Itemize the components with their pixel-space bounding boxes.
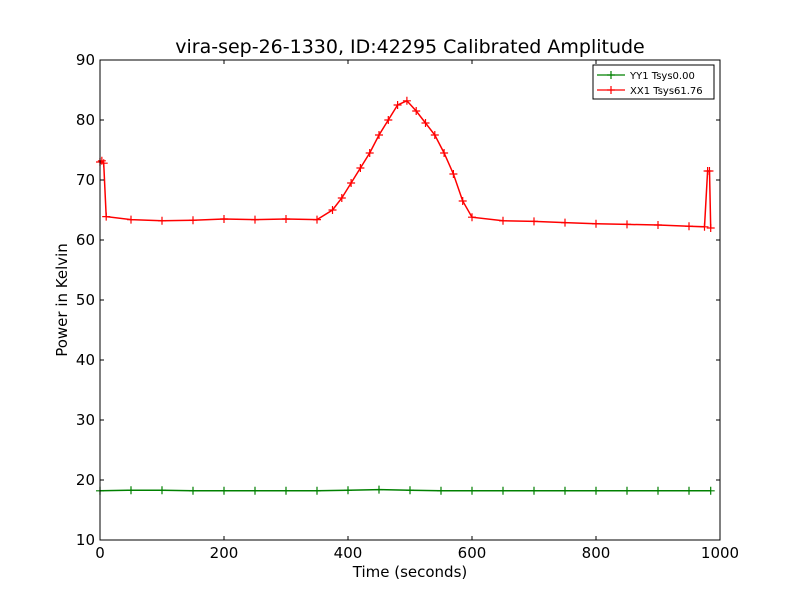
data-point — [458, 197, 467, 205]
data-point — [685, 222, 693, 231]
x-tick-label: 0 — [95, 544, 105, 562]
x-tick-label: 400 — [334, 544, 363, 562]
data-point — [402, 96, 411, 105]
y-tick-label: 50 — [76, 291, 95, 309]
data-point — [440, 149, 449, 157]
legend-entry: YY1 Tsys0.00 — [597, 71, 695, 82]
data-point — [365, 149, 374, 157]
data-point — [499, 486, 507, 495]
y-tick-label: 70 — [76, 171, 95, 189]
legend-marker — [607, 86, 615, 94]
data-point — [654, 486, 662, 495]
data-point — [499, 216, 507, 225]
data-point — [592, 486, 600, 495]
y-tick-label: 10 — [76, 531, 95, 549]
data-point — [313, 215, 321, 224]
data-point — [384, 116, 393, 124]
data-point — [313, 486, 321, 495]
y-tick-label: 40 — [76, 351, 95, 369]
data-point — [220, 486, 228, 495]
data-point — [706, 224, 715, 232]
data-point — [158, 216, 166, 225]
x-tick-label: 200 — [210, 544, 239, 562]
y-tick-label: 30 — [76, 411, 95, 429]
data-point — [437, 486, 445, 495]
y-tick-label: 80 — [76, 111, 95, 129]
data-point — [561, 486, 569, 495]
data-point — [189, 486, 197, 495]
data-point — [654, 221, 662, 229]
data-point — [700, 222, 709, 231]
data-point — [99, 159, 108, 168]
y-axis-label: Power in Kelvin — [53, 243, 71, 357]
y-tick-label: 20 — [76, 471, 95, 489]
series-layer — [96, 96, 715, 495]
data-point — [375, 485, 383, 494]
data-point — [127, 215, 135, 224]
data-point — [706, 486, 715, 495]
series-line — [99, 99, 712, 229]
data-point — [251, 486, 259, 495]
x-tick-label: 800 — [582, 544, 611, 562]
data-point — [189, 216, 197, 225]
data-point — [561, 218, 569, 227]
data-point — [282, 215, 290, 223]
data-point — [449, 170, 458, 178]
data-point — [158, 486, 166, 495]
data-point — [530, 486, 538, 495]
series-1 — [96, 96, 715, 232]
x-axis-label: Time (seconds) — [352, 563, 468, 581]
data-point — [220, 215, 228, 223]
data-point — [393, 101, 402, 109]
data-point — [337, 194, 346, 202]
data-point — [375, 131, 383, 139]
data-point — [421, 119, 430, 127]
data-point — [282, 486, 290, 495]
data-point — [328, 206, 337, 214]
data-point — [127, 486, 135, 495]
x-tick-label: 1000 — [701, 544, 739, 562]
data-point — [102, 212, 111, 221]
data-point — [530, 217, 538, 226]
data-point — [344, 486, 352, 495]
data-point — [406, 486, 414, 495]
legend-label: XX1 Tsys61.76 — [630, 86, 703, 97]
data-point — [592, 219, 600, 228]
data-point — [356, 164, 365, 172]
data-point — [251, 215, 259, 224]
legend: YY1 Tsys0.00 XX1 Tsys61.76 — [592, 64, 715, 100]
chart-title: vira-sep-26-1330, ID:42295 Calibrated Am… — [175, 36, 645, 58]
data-point — [705, 167, 714, 175]
legend-label: YY1 Tsys0.00 — [629, 71, 695, 82]
data-point — [430, 131, 439, 139]
x-tick-label: 600 — [458, 544, 487, 562]
y-tick-label: 60 — [76, 231, 95, 249]
legend-marker — [607, 71, 615, 79]
axis-ticks: 0 200 400 600 800 1000 10 20 30 40 50 60 70 80 90 — [76, 51, 739, 562]
data-point — [623, 486, 631, 495]
data-point — [412, 107, 421, 115]
data-point — [347, 179, 356, 187]
y-tick-label: 90 — [76, 51, 95, 69]
legend-entry: XX1 Tsys61.76 — [597, 86, 703, 97]
data-point — [623, 220, 631, 229]
data-point — [685, 486, 693, 495]
data-point — [468, 486, 476, 495]
data-point — [468, 213, 476, 222]
legend-box — [592, 64, 715, 100]
